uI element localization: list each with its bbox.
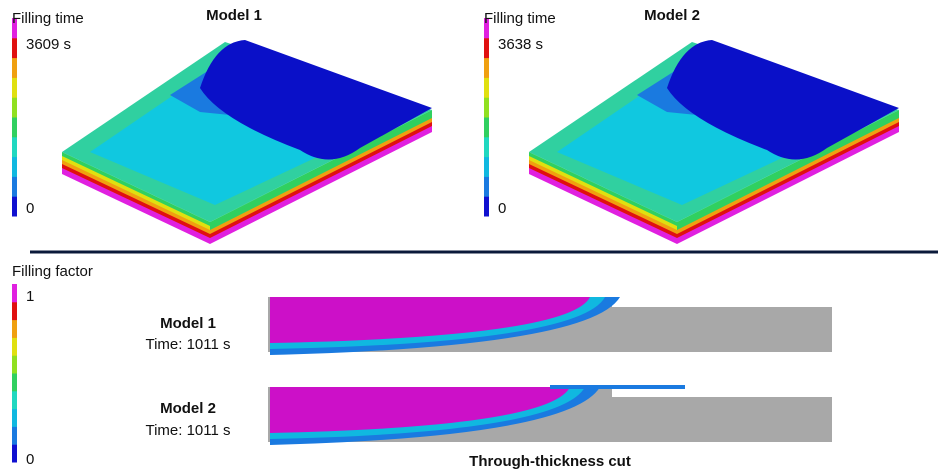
legend-max: 3609 s — [26, 36, 71, 53]
colorbar-segment — [484, 38, 489, 58]
colorbar-segment — [12, 409, 17, 427]
colorbar-segment — [484, 117, 489, 137]
row-title: Model 2 — [160, 400, 216, 417]
colorbar-segment — [12, 284, 17, 302]
colorbar-segment — [12, 355, 17, 373]
legend-min: 0 — [26, 200, 34, 217]
colorbar-segment — [484, 176, 489, 196]
panel-title: Model 2 — [644, 7, 700, 24]
cut-front — [550, 385, 685, 389]
caption: Through-thickness cut — [469, 453, 631, 470]
legend-min: 0 — [498, 200, 506, 217]
colorbar-segment — [12, 117, 17, 137]
colorbar-segment — [484, 77, 489, 97]
colorbar-segment — [12, 196, 17, 216]
figure: Filling time Model 1 3609 s 0 Filling ti… — [0, 0, 938, 472]
legend-title: Filling time — [484, 10, 556, 27]
colorbar-segment — [12, 176, 17, 196]
row-time: Time: 1011 s — [145, 422, 230, 439]
colorbar-segment — [12, 77, 17, 97]
legend-title: Filling factor — [12, 263, 93, 280]
graphics — [12, 18, 899, 463]
colorbar-segment — [12, 157, 17, 177]
colorbar-segment — [12, 38, 17, 58]
colorbar-segment — [12, 302, 17, 320]
colorbar-segment — [484, 137, 489, 157]
colorbar-segment — [484, 97, 489, 117]
row-title: Model 1 — [160, 315, 216, 332]
colorbar-segment — [484, 157, 489, 177]
legend-max: 1 — [26, 288, 34, 305]
legend-min: 0 — [26, 451, 34, 468]
colorbar-segment — [484, 58, 489, 78]
colorbar-segment — [12, 337, 17, 355]
colorbar-segment — [12, 320, 17, 338]
colorbar-segment — [12, 391, 17, 409]
colorbar-segment — [12, 97, 17, 117]
legend-title: Filling time — [12, 10, 84, 27]
colorbar-segment — [484, 196, 489, 216]
panel-title: Model 1 — [206, 7, 262, 24]
colorbar-segment — [12, 373, 17, 391]
colorbar-segment — [12, 58, 17, 78]
colorbar-segment — [12, 426, 17, 444]
legend-max: 3638 s — [498, 36, 543, 53]
row-time: Time: 1011 s — [145, 336, 230, 353]
colorbar-segment — [12, 137, 17, 157]
colorbar-segment — [12, 444, 17, 462]
